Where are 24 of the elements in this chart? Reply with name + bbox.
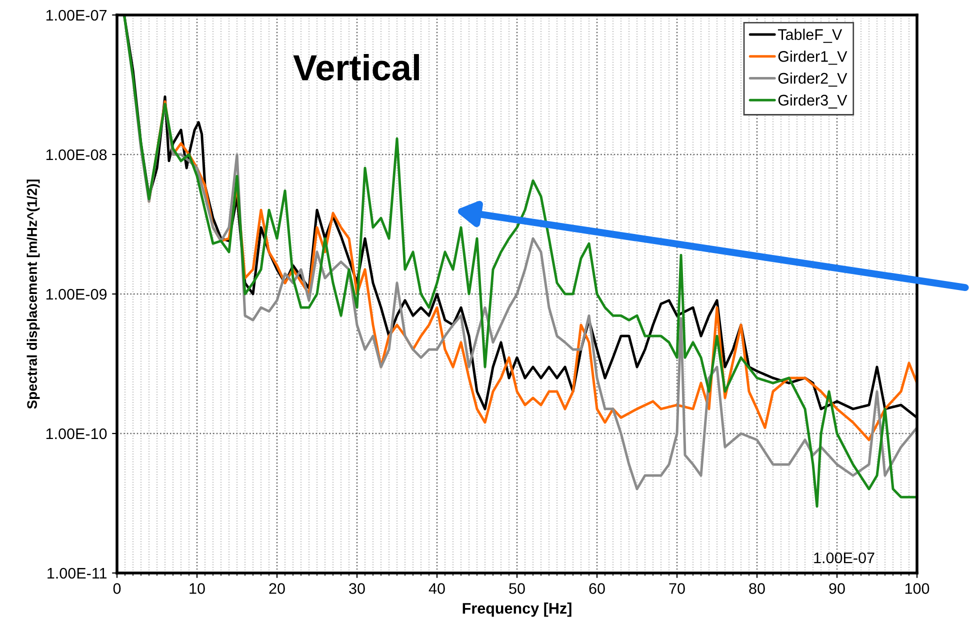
y-tick-label: 1.00E-10: [46, 428, 107, 440]
annotation: 1.00E-07: [814, 552, 874, 564]
annotation: Vertical: [293, 54, 419, 81]
x-tick-label: 0: [113, 583, 121, 594]
legend-label: Girder1_V: [778, 50, 848, 65]
x-tick-label: 10: [190, 583, 205, 594]
x-tick-label: 40: [428, 583, 445, 594]
legend-label: Girder2_V: [778, 72, 848, 87]
y-tick-label: 1.00E-11: [48, 568, 107, 579]
legend-label: Girder3_V: [778, 94, 848, 108]
y-tick-label: 1.00E-09: [46, 288, 107, 300]
y-axis-title: Spectral displacement [m/Hz^(1/2)]: [26, 180, 40, 409]
x-tick-label: 30: [349, 583, 365, 594]
x-tick-label: 70: [669, 583, 685, 594]
x-tick-label: 20: [269, 583, 285, 594]
x-tick-label: 80: [749, 583, 765, 594]
x-tick-label: 100: [905, 583, 930, 594]
x-tick-label: 50: [509, 583, 525, 594]
legend-label: TableF_V: [778, 28, 842, 43]
x-axis-title: Frequency [Hz]: [462, 602, 572, 617]
x-tick-label: 60: [589, 583, 605, 594]
y-tick-label: 1.00E-08: [46, 149, 107, 160]
y-tick-label: 1.00E-07: [46, 10, 107, 21]
x-tick-label: 90: [829, 583, 845, 594]
